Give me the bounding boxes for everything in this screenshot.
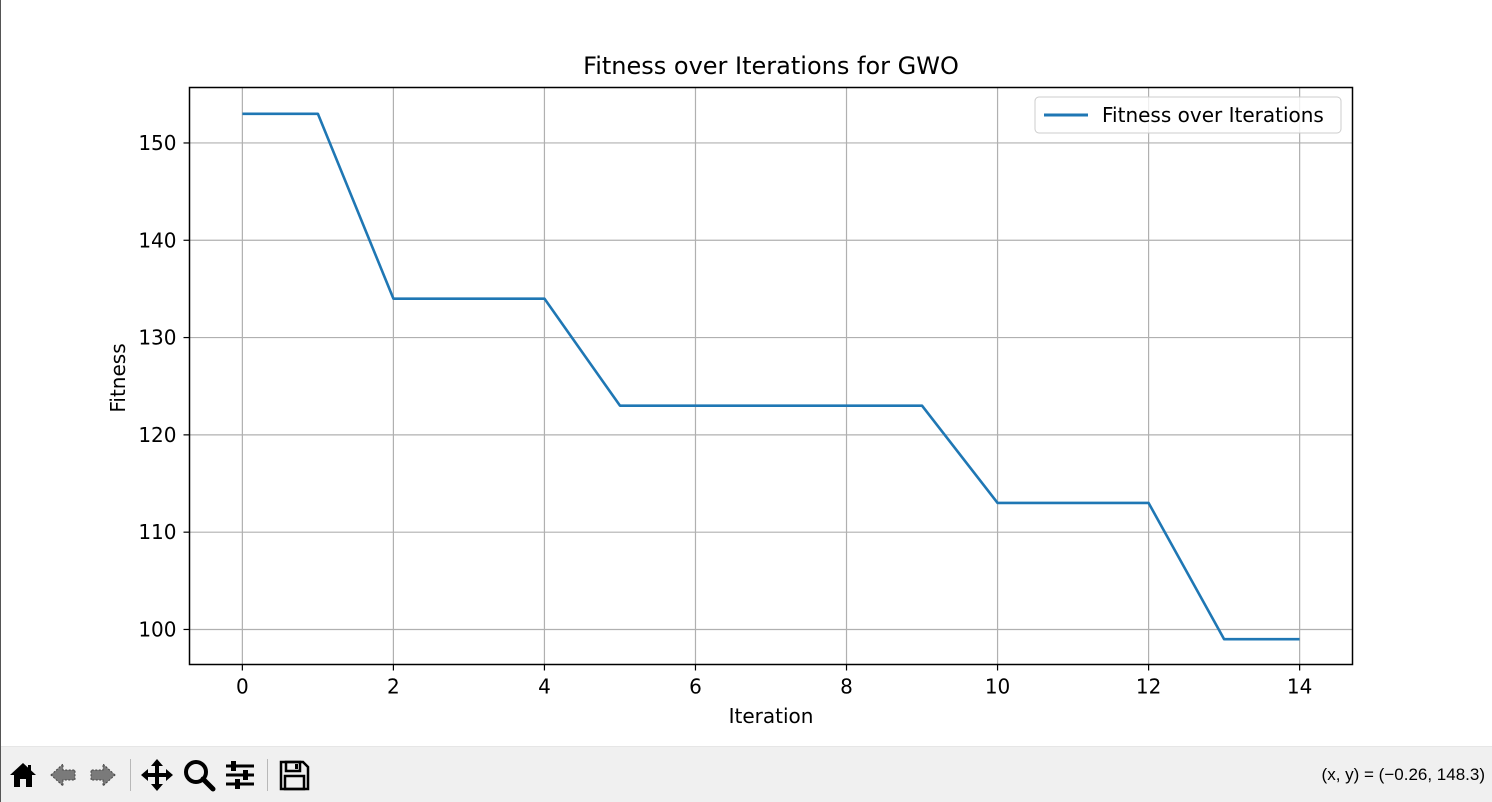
- x-tick-label: 4: [538, 675, 551, 699]
- x-tick-label: 2: [387, 675, 400, 699]
- y-tick-label: 140: [138, 228, 176, 252]
- back-button[interactable]: [45, 757, 81, 793]
- home-icon: [10, 763, 36, 787]
- legend-entry-label: Fitness over Iterations: [1102, 103, 1324, 127]
- save-button[interactable]: [276, 757, 312, 793]
- zoom-magnifier-icon: [184, 760, 216, 792]
- y-tick-label: 120: [138, 423, 176, 447]
- y-tick-label: 100: [138, 617, 176, 641]
- configure-subplots-icon: [226, 761, 254, 789]
- configure-subplots-button[interactable]: [222, 757, 258, 793]
- y-tick-label: 110: [138, 520, 176, 544]
- x-tick-label: 6: [689, 675, 702, 699]
- chart-title: Fitness over Iterations for GWO: [583, 52, 959, 80]
- y-tick-label: 150: [138, 131, 176, 155]
- legend: Fitness over Iterations: [1034, 96, 1342, 134]
- home-button[interactable]: [5, 757, 41, 793]
- x-tick-label: 14: [1287, 675, 1312, 699]
- grid-layer: [189, 87, 1353, 665]
- series-layer: [242, 112, 1300, 641]
- pan-button[interactable]: [139, 757, 175, 793]
- x-tick-label: 0: [236, 675, 249, 699]
- legend-box: [1034, 96, 1342, 134]
- figure-canvas[interactable]: 0 2 4 6 8 10 12 14 100 110 120 130 140 150 Fitness ov…: [1, 0, 1492, 746]
- x-tick-label: 12: [1136, 675, 1161, 699]
- pan-move-icon: [141, 759, 173, 791]
- x-tick-label: 10: [985, 675, 1010, 699]
- cursor-coordinates-readout: (x, y) = (−0.26, 148.3): [1321, 765, 1485, 784]
- zoom-button[interactable]: [181, 757, 217, 793]
- y-tick-label: 130: [138, 326, 176, 350]
- toolbar-separator: [130, 759, 131, 791]
- tick-layer: 0 2 4 6 8 10 12 14 100 110 120 130 140 150: [138, 131, 1312, 699]
- navigation-toolbar: (x, y) = (−0.26, 148.3): [1, 746, 1492, 802]
- back-arrow-icon: [50, 762, 76, 788]
- x-axis-label: Iteration: [729, 704, 814, 728]
- toolbar-separator: [267, 759, 268, 791]
- y-axis-label: Fitness: [106, 343, 130, 412]
- fitness-series-line: [242, 112, 1300, 641]
- forward-arrow-icon: [90, 762, 116, 788]
- axes-frame: [188, 86, 1354, 666]
- forward-button[interactable]: [85, 757, 121, 793]
- x-tick-label: 8: [840, 675, 853, 699]
- save-floppy-icon: [279, 760, 310, 791]
